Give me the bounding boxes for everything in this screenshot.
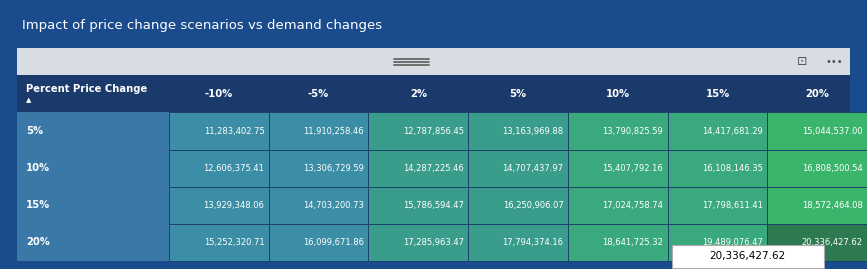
FancyBboxPatch shape — [668, 187, 767, 224]
FancyBboxPatch shape — [17, 75, 850, 261]
FancyBboxPatch shape — [568, 150, 668, 187]
FancyBboxPatch shape — [767, 112, 867, 150]
Text: 17,798,611.41: 17,798,611.41 — [702, 201, 763, 210]
FancyBboxPatch shape — [468, 150, 568, 187]
FancyBboxPatch shape — [468, 224, 568, 261]
FancyBboxPatch shape — [568, 224, 668, 261]
Text: 14,287,225.46: 14,287,225.46 — [403, 164, 464, 173]
FancyBboxPatch shape — [17, 224, 169, 261]
FancyBboxPatch shape — [269, 224, 368, 261]
Text: 16,250,906.07: 16,250,906.07 — [503, 201, 564, 210]
Text: 15%: 15% — [26, 200, 50, 210]
Text: 16,099,671.86: 16,099,671.86 — [303, 238, 364, 247]
Text: Percent Price Change: Percent Price Change — [26, 84, 147, 94]
Text: 14,417,681.29: 14,417,681.29 — [702, 126, 763, 136]
FancyBboxPatch shape — [368, 187, 468, 224]
Text: 13,306,729.59: 13,306,729.59 — [303, 164, 364, 173]
Text: ⊡: ⊡ — [797, 55, 807, 68]
Text: 15,044,537.00: 15,044,537.00 — [802, 126, 863, 136]
Text: 20%: 20% — [805, 89, 829, 99]
FancyBboxPatch shape — [269, 112, 368, 150]
Text: 17,024,758.74: 17,024,758.74 — [603, 201, 663, 210]
FancyBboxPatch shape — [668, 150, 767, 187]
FancyBboxPatch shape — [269, 187, 368, 224]
Text: ▲: ▲ — [26, 97, 31, 103]
FancyBboxPatch shape — [368, 224, 468, 261]
FancyBboxPatch shape — [368, 112, 468, 150]
FancyBboxPatch shape — [767, 224, 867, 261]
FancyBboxPatch shape — [17, 75, 850, 112]
Text: 11,910,258.46: 11,910,258.46 — [303, 126, 364, 136]
Text: 16,108,146.35: 16,108,146.35 — [702, 164, 763, 173]
Text: -5%: -5% — [308, 89, 329, 99]
Text: 14,703,200.73: 14,703,200.73 — [303, 201, 364, 210]
Text: 2%: 2% — [410, 89, 427, 99]
Text: 11,283,402.75: 11,283,402.75 — [204, 126, 264, 136]
FancyBboxPatch shape — [468, 112, 568, 150]
Text: 13,790,825.59: 13,790,825.59 — [603, 126, 663, 136]
Text: 10%: 10% — [606, 89, 629, 99]
Text: 13,163,969.88: 13,163,969.88 — [502, 126, 564, 136]
FancyBboxPatch shape — [17, 187, 169, 224]
Text: 12,787,856.45: 12,787,856.45 — [403, 126, 464, 136]
Text: 19,489,076.47: 19,489,076.47 — [702, 238, 763, 247]
Text: 18,641,725.32: 18,641,725.32 — [603, 238, 663, 247]
FancyBboxPatch shape — [672, 245, 824, 268]
FancyBboxPatch shape — [17, 150, 169, 187]
Text: 18,572,464.08: 18,572,464.08 — [802, 201, 863, 210]
Text: 20%: 20% — [26, 237, 50, 247]
FancyBboxPatch shape — [668, 224, 767, 261]
Text: •••: ••• — [825, 57, 843, 67]
Text: 17,285,963.47: 17,285,963.47 — [403, 238, 464, 247]
FancyBboxPatch shape — [568, 112, 668, 150]
Text: 5%: 5% — [510, 89, 526, 99]
Text: 15,407,792.16: 15,407,792.16 — [603, 164, 663, 173]
FancyBboxPatch shape — [17, 112, 169, 150]
FancyBboxPatch shape — [169, 224, 269, 261]
Text: 20,336,427.62: 20,336,427.62 — [802, 238, 863, 247]
FancyBboxPatch shape — [169, 187, 269, 224]
Text: 17,794,374.16: 17,794,374.16 — [503, 238, 564, 247]
Text: 15%: 15% — [706, 89, 729, 99]
FancyBboxPatch shape — [767, 150, 867, 187]
FancyBboxPatch shape — [169, 150, 269, 187]
Text: 14,707,437.97: 14,707,437.97 — [503, 164, 564, 173]
FancyBboxPatch shape — [468, 187, 568, 224]
FancyBboxPatch shape — [17, 48, 850, 75]
Text: -10%: -10% — [205, 89, 233, 99]
FancyBboxPatch shape — [269, 150, 368, 187]
FancyBboxPatch shape — [568, 187, 668, 224]
FancyBboxPatch shape — [668, 112, 767, 150]
Text: 20,336,427.62: 20,336,427.62 — [710, 251, 786, 261]
Text: 15,252,320.71: 15,252,320.71 — [204, 238, 264, 247]
Text: 13,929,348.06: 13,929,348.06 — [204, 201, 264, 210]
Text: 15,786,594.47: 15,786,594.47 — [403, 201, 464, 210]
Text: 12,606,375.41: 12,606,375.41 — [204, 164, 264, 173]
Text: 5%: 5% — [26, 126, 43, 136]
FancyBboxPatch shape — [767, 187, 867, 224]
Text: Impact of price change scenarios vs demand changes: Impact of price change scenarios vs dema… — [22, 19, 381, 32]
FancyBboxPatch shape — [169, 112, 269, 150]
Text: 10%: 10% — [26, 163, 50, 173]
FancyBboxPatch shape — [368, 150, 468, 187]
Text: 16,808,500.54: 16,808,500.54 — [802, 164, 863, 173]
